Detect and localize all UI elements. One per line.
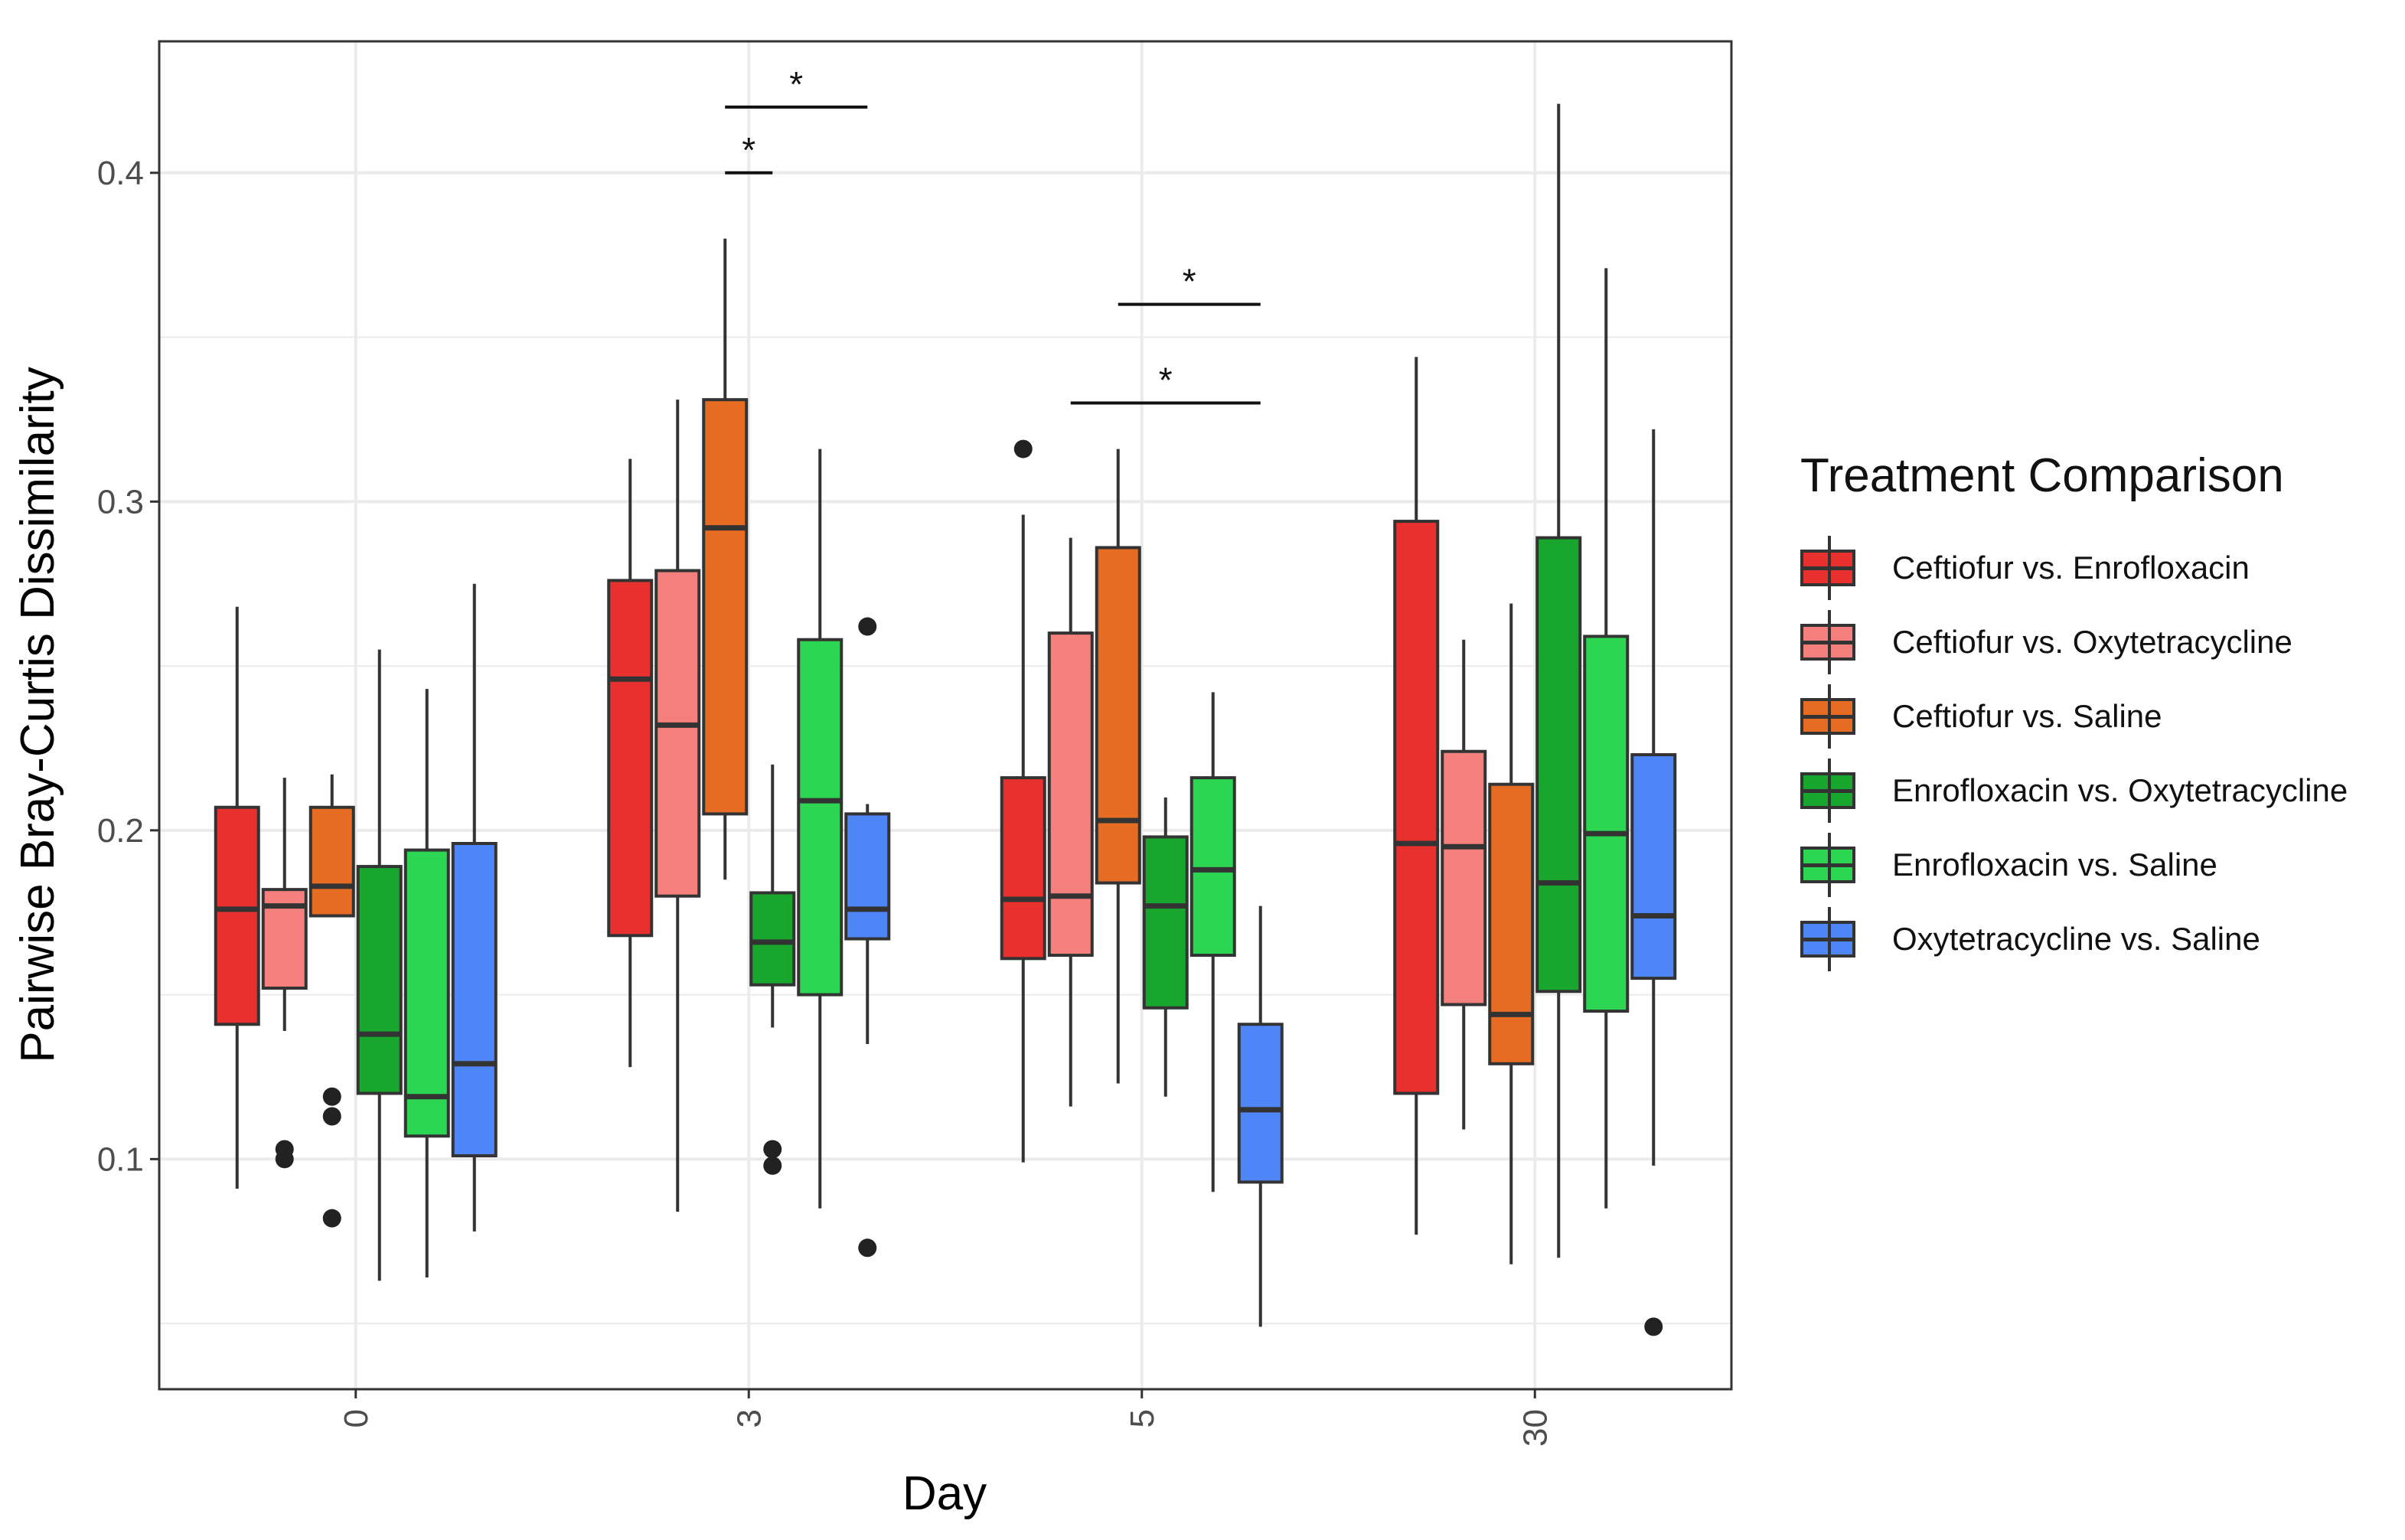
box: [797, 449, 844, 1209]
significance-label: *: [1159, 360, 1173, 400]
legend-key: [1800, 535, 1855, 600]
box: [356, 649, 403, 1281]
x-tick-label: 5: [1124, 1409, 1161, 1427]
legend-label: Enrofloxacin vs. Oxytetracycline: [1892, 772, 2348, 808]
box-body: [1393, 520, 1440, 1095]
legend: Treatment Comparison Ceftiofur vs. Enrof…: [1800, 449, 2348, 976]
box-body: [702, 398, 749, 816]
box: [1000, 439, 1046, 1163]
box: [1583, 268, 1630, 1209]
significance-label: *: [742, 130, 755, 170]
legend-items: Ceftiofur vs. Enrofloxacin Ceftiofur vs. …: [1800, 530, 2348, 976]
legend-key: [1800, 684, 1855, 749]
legend-item: Ceftiofur vs. Saline: [1800, 679, 2348, 753]
legend-item: Enrofloxacin vs. Oxytetracycline: [1800, 753, 2348, 827]
box: [749, 764, 796, 1175]
legend-item: Ceftiofur vs. Oxytetracycline: [1800, 605, 2348, 679]
legend-key: [1800, 832, 1855, 897]
box: [261, 778, 308, 1169]
box: [1095, 449, 1141, 1084]
y-tick-label: 0.3: [97, 483, 144, 520]
legend-item: Oxytetracycline vs. Saline: [1800, 902, 2348, 976]
legend-item: Enrofloxacin vs. Saline: [1800, 827, 2348, 902]
panel-border: [158, 40, 1733, 1391]
x-axis-title: Day: [902, 1467, 987, 1520]
box-body: [1441, 749, 1487, 1007]
plot-area: * * * *: [214, 64, 1677, 1336]
box-body: [1095, 546, 1141, 885]
box-body: [1047, 631, 1094, 958]
legend-title: Treatment Comparison: [1800, 449, 2284, 502]
legend-label: Ceftiofur vs. Oxytetracycline: [1892, 623, 2292, 660]
box-body: [654, 569, 701, 898]
significance-label: *: [789, 64, 803, 104]
box-body: [1189, 776, 1236, 958]
box-body: [356, 865, 403, 1095]
box: [214, 606, 260, 1189]
outlier-point: [322, 1087, 341, 1106]
box: [1488, 603, 1535, 1264]
outlier-point: [1644, 1317, 1663, 1336]
box-body: [1630, 753, 1677, 980]
significance-label: *: [1183, 262, 1196, 302]
box-body: [844, 812, 891, 941]
box: [1630, 429, 1677, 1336]
outlier-point: [763, 1156, 782, 1175]
legend-label: Ceftiofur vs. Enrofloxacin: [1892, 549, 2250, 586]
outlier-point: [858, 617, 877, 636]
y-tick-label: 0.1: [97, 1140, 144, 1178]
box-body: [214, 805, 260, 1026]
box-body: [797, 638, 844, 997]
box-body: [451, 842, 498, 1158]
box-body: [1142, 835, 1189, 1010]
box: [702, 238, 749, 880]
box-body: [607, 579, 654, 938]
legend-key: [1800, 758, 1855, 823]
box: [403, 689, 450, 1277]
outlier-point: [275, 1150, 294, 1169]
box-body: [1535, 536, 1582, 993]
box: [1142, 797, 1189, 1097]
box-body: [403, 848, 450, 1138]
outlier-point: [322, 1107, 341, 1126]
y-axis-title: Pairwise Bray-Curtis Dissimilarity: [11, 367, 64, 1062]
outlier-point: [858, 1238, 877, 1258]
legend-label: Oxytetracycline vs. Saline: [1892, 920, 2260, 957]
outlier-point: [763, 1140, 782, 1159]
box: [1441, 639, 1487, 1130]
box: [451, 583, 498, 1232]
legend-key: [1800, 609, 1855, 674]
x-tick-label: 0: [338, 1409, 375, 1427]
box: [654, 400, 701, 1212]
box-body: [749, 891, 796, 987]
y-tick-label: 0.2: [97, 812, 144, 850]
axes: 0.1 0.2 0.3 0.4 0 3 5 30: [97, 155, 1554, 1447]
box: [1393, 357, 1440, 1235]
box: [1237, 905, 1284, 1327]
box: [1535, 103, 1582, 1258]
legend-label: Ceftiofur vs. Saline: [1892, 697, 2162, 734]
legend-item: Ceftiofur vs. Enrofloxacin: [1800, 530, 2348, 605]
legend-key: [1800, 906, 1855, 971]
outlier-point: [1013, 439, 1033, 458]
box: [844, 617, 891, 1258]
box: [607, 458, 654, 1068]
box: [1189, 692, 1236, 1193]
box-body: [1488, 782, 1535, 1065]
box-body: [308, 805, 355, 918]
box: [1047, 537, 1094, 1107]
box-body: [1583, 635, 1630, 1013]
legend-label: Enrofloxacin vs. Saline: [1892, 846, 2217, 883]
grid-lines: [159, 41, 1731, 1389]
box-body: [1237, 1023, 1284, 1184]
x-tick-label: 30: [1516, 1409, 1554, 1447]
x-tick-label: 3: [730, 1409, 768, 1427]
box: [308, 774, 355, 1228]
box-body: [1000, 776, 1046, 961]
y-tick-label: 0.4: [97, 155, 144, 192]
outlier-point: [322, 1209, 341, 1228]
